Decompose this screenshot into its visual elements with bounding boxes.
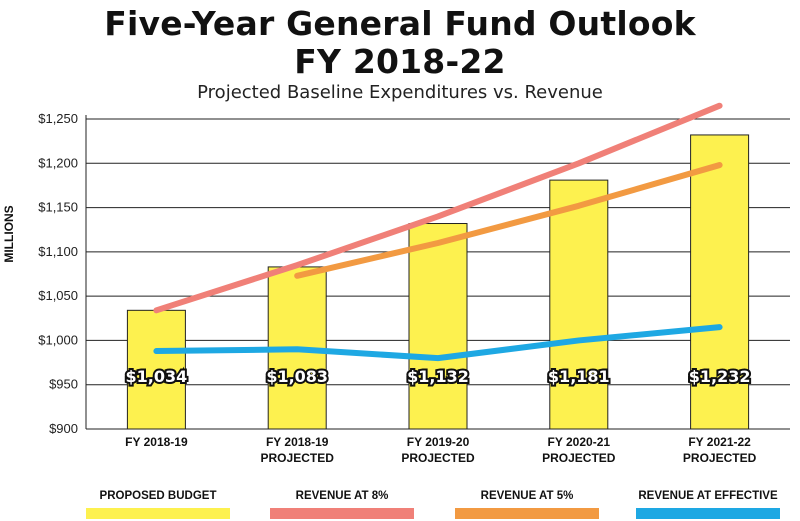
series-lines (153, 102, 723, 362)
legend-label: REVENUE AT EFFECTIVE (638, 490, 778, 502)
y-tick-label: $1,200 (38, 155, 78, 170)
legend-swatch (270, 508, 414, 519)
legend-label: REVENUE AT 5% (481, 490, 574, 502)
bar-data-label: $1,083 (266, 367, 328, 386)
y-tick-label: $950 (49, 377, 78, 392)
x-tick-label: FY 2018-19 (266, 435, 329, 449)
bar (690, 134, 750, 430)
legend-swatch (86, 508, 230, 519)
y-tick-label: $1,050 (38, 288, 78, 303)
series-line (294, 162, 723, 279)
chart-title-line-2: FY 2018-22 (294, 42, 506, 81)
x-tick-label: FY 2020-21 (548, 435, 611, 449)
bar-data-label: $1,232 (689, 367, 751, 386)
x-axis: FY 2018-19 FY 2018-19 PROJECTED FY 2019-20 P… (125, 435, 756, 465)
x-tick-label: FY 2018-19 (125, 435, 188, 449)
bar (549, 179, 609, 430)
x-tick-label: FY 2021-22 (688, 435, 751, 449)
bar-data-label: $1,132 (407, 367, 469, 386)
x-tick-label: PROJECTED (401, 451, 475, 465)
y-tick-label: $1,100 (38, 244, 78, 259)
chart-subtitle: Projected Baseline Expenditures vs. Reve… (197, 82, 603, 103)
series-line (153, 102, 723, 314)
legend-label: PROPOSED BUDGET (100, 490, 217, 502)
x-tick-label: PROJECTED (542, 451, 616, 465)
bar (408, 223, 468, 430)
x-tick-label: PROJECTED (261, 451, 335, 465)
bars (126, 134, 750, 430)
y-axis: $900 $950 $1,000 $1,050 $1,100 $1,150 $1,200 $1… (38, 111, 87, 436)
legend-label: REVENUE AT 8% (296, 490, 389, 502)
data-labels: $1,034 $1,083 $1,132 $1,181 $1,232 (124, 365, 753, 388)
legend-swatch (455, 508, 599, 519)
series-line (153, 324, 723, 362)
y-tick-label: $1,250 (38, 111, 78, 126)
bar-data-label: $1,181 (548, 367, 610, 386)
bar-data-label: $1,034 (126, 367, 188, 386)
legend-swatch (636, 508, 780, 519)
chart-title-line-1: Five-Year General Fund Outlook (104, 4, 696, 43)
x-tick-label: FY 2019-20 (407, 435, 470, 449)
y-tick-label: $1,000 (38, 332, 78, 347)
y-tick-label: $1,150 (38, 200, 78, 215)
legend: PROPOSED BUDGET REVENUE AT 8% REVENUE AT 5… (86, 490, 780, 519)
y-tick-label: $900 (49, 421, 78, 436)
x-tick-label: PROJECTED (683, 451, 757, 465)
bar (126, 309, 186, 430)
y-axis-label: MILLIONS (2, 205, 16, 262)
